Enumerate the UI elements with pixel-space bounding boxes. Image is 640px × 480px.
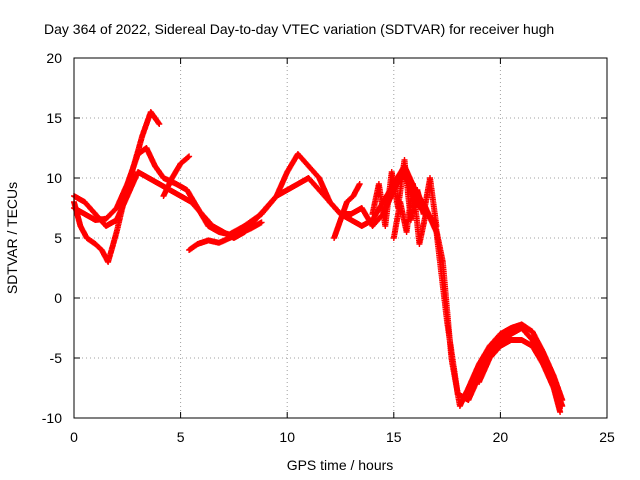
- series-track-7: [369, 157, 440, 229]
- x-tick-label: 20: [493, 429, 509, 445]
- plus-markers: [186, 219, 265, 253]
- chart-title: Day 364 of 2022, Sidereal Day-to-day VTE…: [44, 21, 554, 37]
- series-track-4: [186, 219, 265, 253]
- y-axis-label: SDTVAR / TECUs: [4, 182, 20, 294]
- y-tick-label: -10: [42, 410, 62, 426]
- plus-markers: [369, 157, 440, 229]
- plus-markers: [160, 153, 193, 199]
- y-tick-label: 10: [46, 170, 62, 186]
- series-track-9: [476, 337, 564, 415]
- plus-markers: [390, 181, 429, 247]
- y-tick-label: 5: [54, 230, 62, 246]
- plus-markers: [476, 337, 564, 415]
- x-tick-label: 15: [386, 429, 402, 445]
- x-tick-label: 0: [70, 429, 78, 445]
- y-tick-label: -5: [50, 350, 63, 366]
- series-track-8: [390, 181, 429, 247]
- x-tick-label: 25: [599, 429, 615, 445]
- x-axis-label: GPS time / hours: [287, 457, 394, 473]
- x-tick-labels: 0 5 10 15 20 25: [70, 429, 615, 445]
- series-track-5: [160, 153, 193, 199]
- series-track-6: [331, 181, 363, 241]
- y-tick-labels: -10 -5 0 5 10 15 20: [42, 50, 62, 426]
- tick-marks: [73, 57, 608, 419]
- y-tick-label: 15: [46, 110, 62, 126]
- plus-markers: [331, 181, 363, 241]
- x-tick-label: 5: [177, 429, 185, 445]
- x-tick-label: 10: [279, 429, 295, 445]
- y-tick-label: 0: [54, 290, 62, 306]
- y-tick-label: 20: [46, 50, 62, 66]
